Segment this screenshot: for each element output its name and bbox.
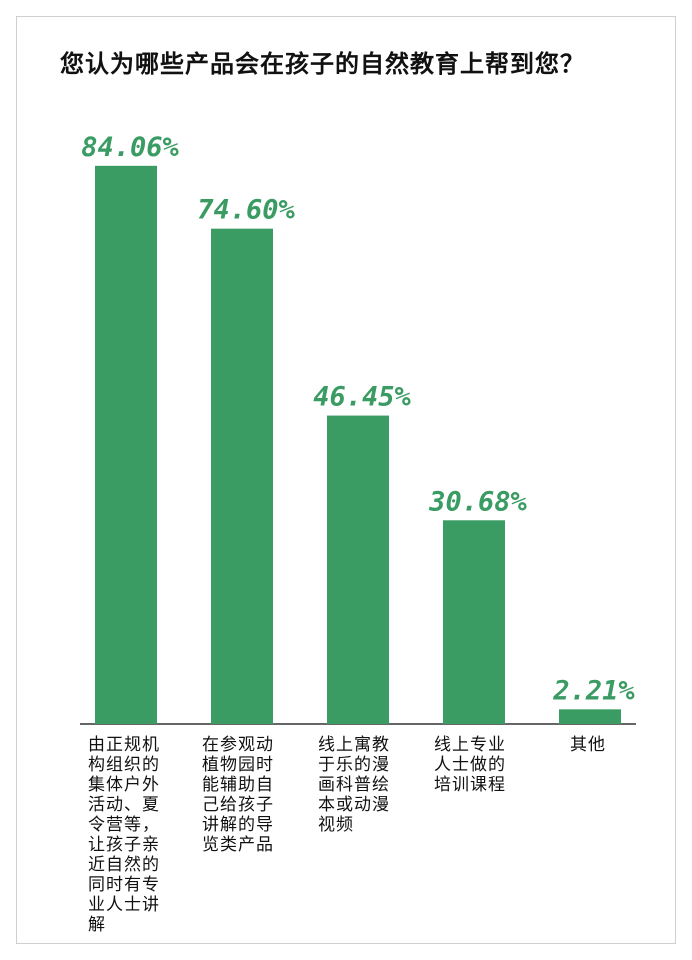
category-label: 在参观动植物园时能辅助自己给孩子讲解的导览类产品 <box>202 735 274 855</box>
category-label: 线上寓教于乐的漫画科普绘本或动漫视频 <box>318 735 390 835</box>
value-label: 74.60% <box>197 195 295 226</box>
category-label: 线上专业人士做的培训课程 <box>434 735 506 795</box>
bar <box>327 415 389 724</box>
value-label: 46.45% <box>313 382 411 413</box>
value-label: 84.06% <box>81 132 179 163</box>
bar <box>559 709 621 724</box>
bar <box>211 228 273 724</box>
category-label: 由正规机构组织的集体户外活动、夏令营等，让孩子亲近自然的同时有专业人士讲解 <box>88 735 160 935</box>
category-label: 其他 <box>570 735 606 755</box>
bar <box>443 520 505 724</box>
value-label: 30.68% <box>428 486 527 517</box>
bar <box>95 165 157 724</box>
chart-title: 您认为哪些产品会在孩子的自然教育上帮到您？ <box>60 50 585 78</box>
value-label: 2.21% <box>552 675 635 706</box>
